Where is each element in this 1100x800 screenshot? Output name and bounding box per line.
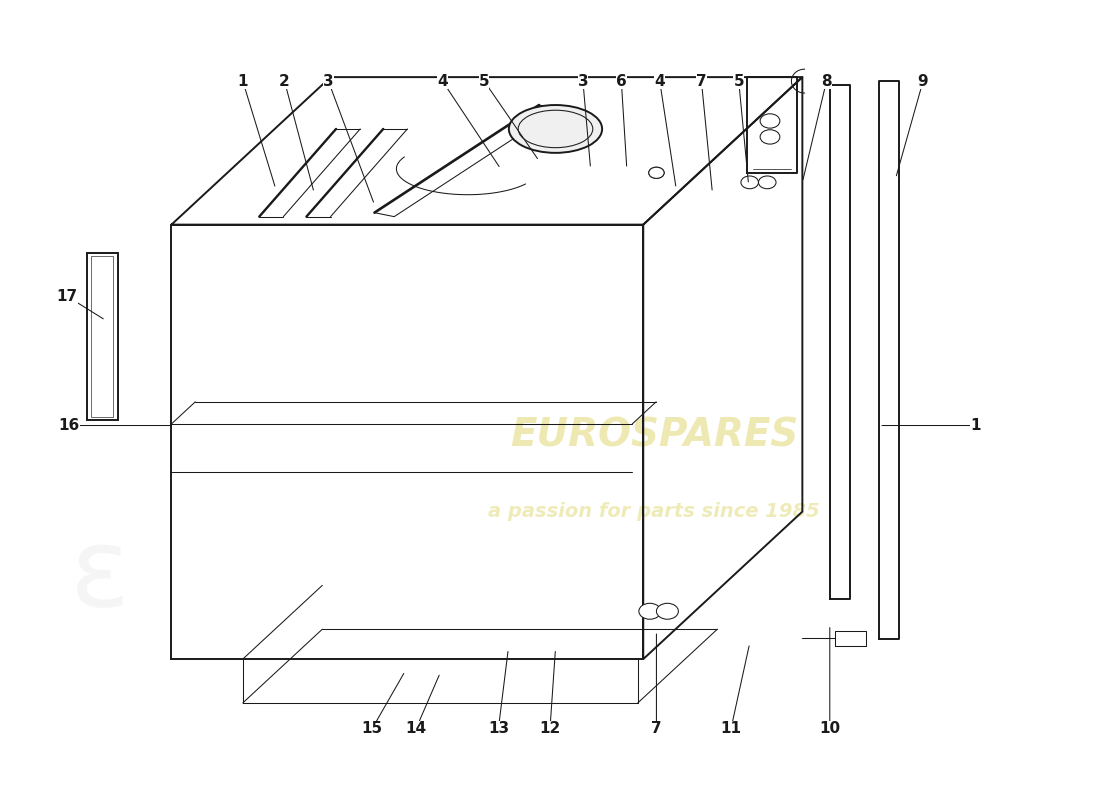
Text: 14: 14: [406, 721, 427, 736]
Text: 6: 6: [616, 74, 627, 89]
Text: 17: 17: [57, 289, 78, 304]
Circle shape: [657, 603, 679, 619]
Text: 4: 4: [654, 74, 666, 89]
Text: 5: 5: [478, 74, 490, 89]
Text: 7: 7: [696, 74, 706, 89]
Text: 8: 8: [822, 74, 832, 89]
Text: EUROSPARES: EUROSPARES: [510, 417, 799, 455]
Circle shape: [759, 176, 775, 189]
Text: 1: 1: [238, 74, 248, 89]
Text: 9: 9: [917, 74, 928, 89]
Text: 3: 3: [578, 74, 588, 89]
Circle shape: [649, 167, 664, 178]
Circle shape: [639, 603, 661, 619]
Circle shape: [760, 114, 780, 128]
Text: 1: 1: [970, 418, 981, 433]
Text: a passion for parts since 1985: a passion for parts since 1985: [488, 502, 821, 521]
FancyBboxPatch shape: [87, 253, 118, 420]
Ellipse shape: [518, 110, 593, 148]
Text: 15: 15: [362, 721, 383, 736]
Text: 5: 5: [734, 74, 744, 89]
Text: 12: 12: [539, 721, 561, 736]
Text: 16: 16: [58, 418, 80, 433]
Text: 10: 10: [820, 721, 840, 736]
Circle shape: [741, 176, 759, 189]
Text: 11: 11: [720, 721, 741, 736]
Text: 4: 4: [437, 74, 448, 89]
FancyBboxPatch shape: [91, 256, 113, 417]
Text: 3: 3: [323, 74, 333, 89]
Circle shape: [649, 167, 664, 178]
Text: ε: ε: [70, 522, 130, 629]
Ellipse shape: [509, 105, 602, 153]
Text: 2: 2: [279, 74, 289, 89]
Circle shape: [760, 130, 780, 144]
Text: 7: 7: [651, 721, 662, 736]
Text: 13: 13: [488, 721, 509, 736]
